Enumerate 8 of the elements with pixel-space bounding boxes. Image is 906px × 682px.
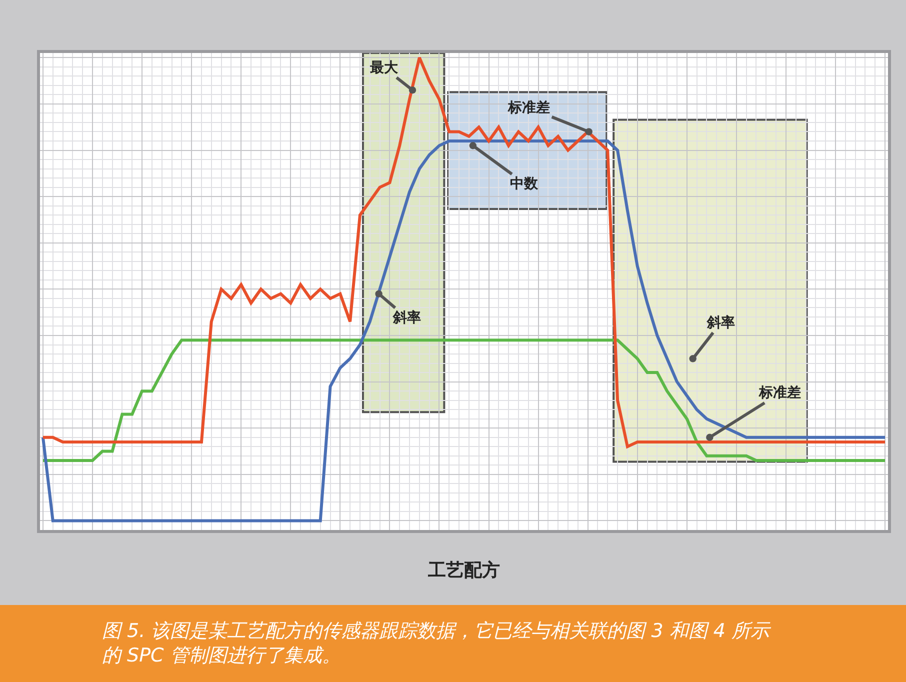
annotation: 斜率: [706, 314, 735, 331]
annotation: 标准差: [507, 100, 550, 116]
caption: 图 5. 该图是某工艺配方的传感器跟踪数据，它已经与相关联的图 3 和图 4 所示的 SPC 管制图进行了集成。: [102, 620, 772, 667]
x-axis-title: 工艺配方: [427, 560, 500, 582]
annotation: 中数: [510, 176, 539, 192]
annotation: 标准差: [758, 385, 801, 401]
annotation: 斜率: [392, 309, 421, 326]
annotation: 最大: [369, 60, 399, 76]
